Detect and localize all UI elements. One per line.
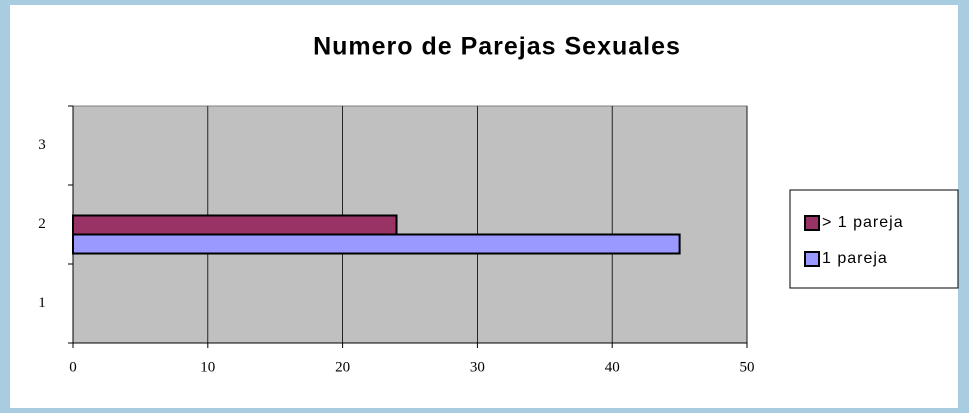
chart-title: Numero de Parejas Sexuales bbox=[313, 33, 681, 61]
x-tick-label: 50 bbox=[740, 359, 755, 375]
y-tick-label: 1 bbox=[38, 295, 46, 311]
legend bbox=[789, 189, 959, 289]
legend-swatch bbox=[804, 215, 820, 231]
x-tick-label: 0 bbox=[69, 359, 77, 375]
bar bbox=[72, 214, 398, 236]
legend-label: 1 pareja bbox=[822, 250, 888, 267]
x-tick-label: 20 bbox=[335, 359, 350, 375]
legend-label: > 1 pareja bbox=[822, 214, 904, 231]
x-tick-label: 10 bbox=[200, 359, 215, 375]
x-tick-label: 40 bbox=[605, 359, 620, 375]
y-tick-label: 3 bbox=[38, 137, 46, 153]
bar bbox=[72, 233, 681, 255]
y-tick-label: 2 bbox=[38, 216, 46, 232]
x-tick-label: 30 bbox=[470, 359, 485, 375]
legend-swatch bbox=[804, 251, 820, 267]
